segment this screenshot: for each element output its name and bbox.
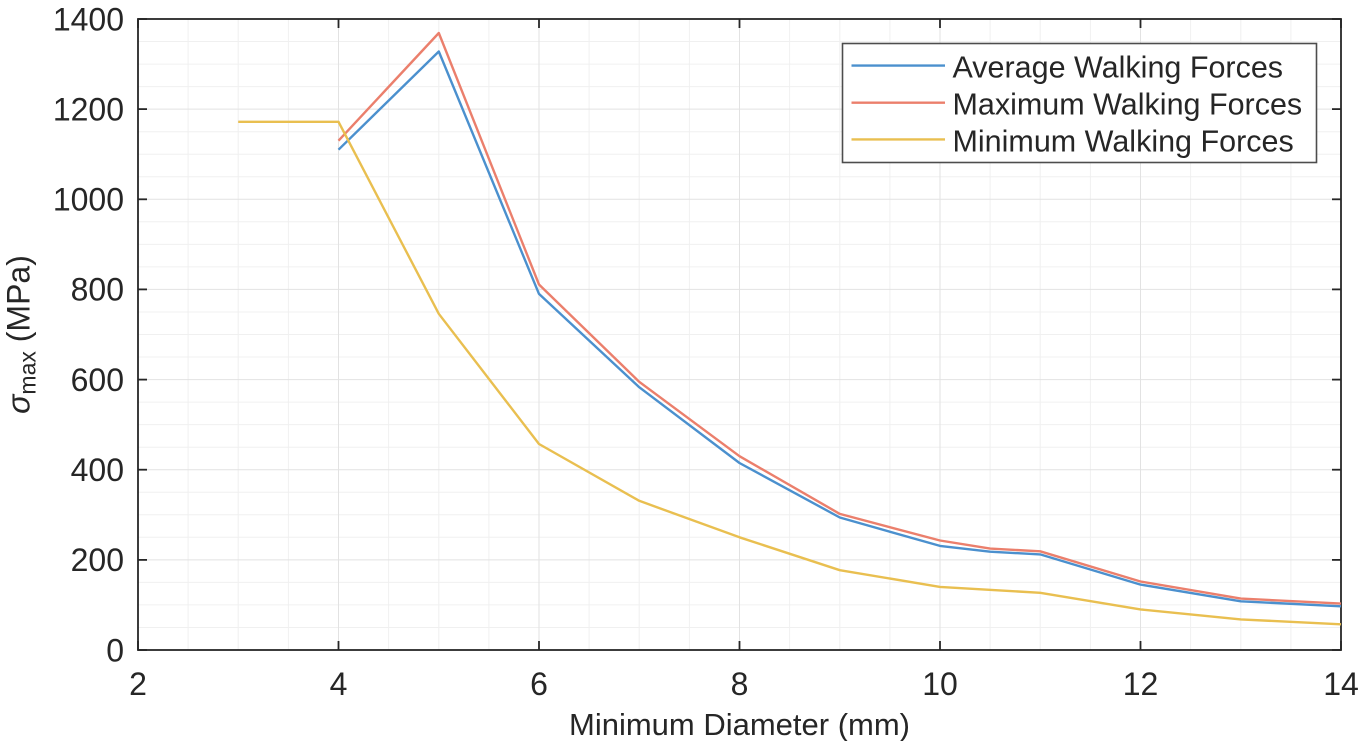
svg-text:0: 0 — [106, 632, 124, 668]
svg-text:6: 6 — [530, 666, 548, 702]
svg-text:600: 600 — [71, 362, 124, 398]
svg-text:14: 14 — [1323, 666, 1359, 702]
svg-text:400: 400 — [71, 452, 124, 488]
svg-text:12: 12 — [1123, 666, 1159, 702]
svg-text:Average Walking Forces: Average Walking Forces — [953, 51, 1284, 85]
svg-text:1000: 1000 — [53, 182, 124, 218]
svg-text:Maximum Walking Forces: Maximum Walking Forces — [953, 88, 1303, 122]
svg-text:8: 8 — [731, 666, 749, 702]
svg-text:10: 10 — [922, 666, 958, 702]
svg-text:Minimum Walking Forces: Minimum Walking Forces — [953, 124, 1294, 158]
svg-text:1200: 1200 — [53, 91, 124, 127]
svg-text:Minimum Diameter (mm): Minimum Diameter (mm) — [569, 707, 910, 741]
svg-text:200: 200 — [71, 542, 124, 578]
svg-text:4: 4 — [330, 666, 348, 702]
svg-text:σmax (MPa): σmax (MPa) — [1, 255, 41, 414]
svg-text:2: 2 — [129, 666, 147, 702]
svg-text:1400: 1400 — [53, 1, 124, 37]
svg-text:800: 800 — [71, 272, 124, 308]
